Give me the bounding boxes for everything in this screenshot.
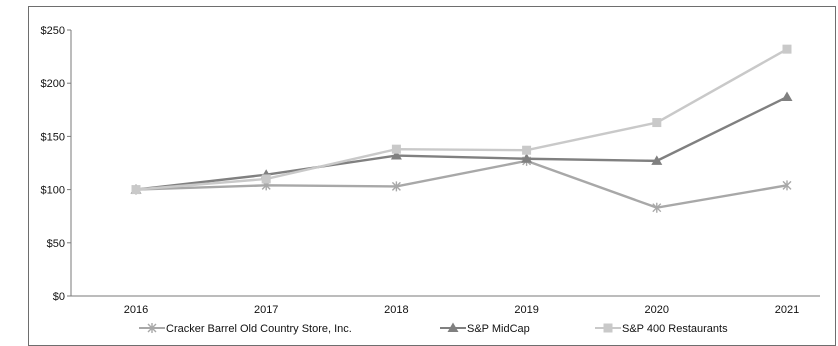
y-tick-label: $250 [41,25,65,37]
series-0 [131,155,792,213]
legend-item: S&P 400 Restaurants [595,323,728,335]
data-point-marker [391,144,401,154]
y-tick-label: $50 [47,238,65,250]
series-line [135,159,788,209]
data-point-marker [131,185,141,195]
series-line [135,48,788,191]
y-tick-label: $100 [41,185,65,197]
series-line [135,95,788,191]
x-tick-label: 2020 [645,304,669,316]
data-point-marker [652,118,662,128]
x-tick-label: 2019 [514,304,538,316]
chart-axes [70,30,820,297]
x-tick-label: 2018 [384,304,408,316]
y-tick-labels: $0 $50 $100 $150 $200 $250 [41,25,71,303]
y-tick-label: $200 [41,78,65,90]
data-point-marker [652,202,662,213]
series-1 [130,91,793,194]
legend-label: S&P 400 Restaurants [622,323,728,335]
x-tick-labels: 2016 2017 2018 2019 2020 2021 [124,304,799,316]
y-tick-label: $0 [53,291,65,303]
data-point-marker [781,91,793,102]
data-point-marker [390,150,402,160]
data-point-marker [522,145,532,155]
data-point-marker [651,155,663,165]
legend: Cracker Barrel Old Country Store, Inc. S&… [139,322,728,335]
legend-label: S&P MidCap [467,323,530,335]
legend-marker-icon [447,322,459,332]
data-point-marker [261,174,271,184]
legend-label: Cracker Barrel Old Country Store, Inc. [166,323,352,335]
legend-marker-icon [603,323,613,333]
x-tick-label: 2016 [124,304,148,316]
series-group [130,44,793,213]
data-point-marker [391,181,401,192]
series-2 [131,44,792,195]
data-point-marker [782,44,792,54]
x-tick-label: 2017 [254,304,278,316]
legend-item: Cracker Barrel Old Country Store, Inc. [139,323,352,335]
legend-item: S&P MidCap [440,322,530,335]
x-tick-label: 2021 [775,304,799,316]
y-tick-label: $150 [41,131,65,143]
data-point-marker [521,153,533,163]
legend-marker-icon [147,323,157,333]
data-point-marker [782,180,792,191]
